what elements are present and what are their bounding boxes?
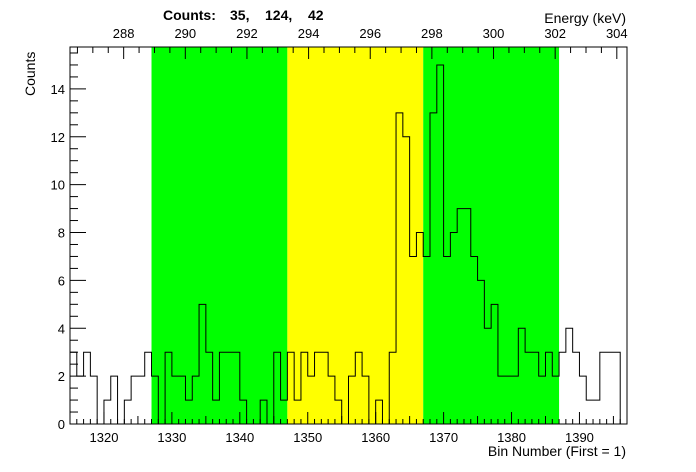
- x-axis-label: Bin Number (First = 1): [488, 443, 626, 459]
- energy-tick-label: 288: [113, 26, 135, 41]
- y-axis-label: Counts: [22, 52, 38, 96]
- energy-tick-label: 290: [174, 26, 196, 41]
- counts-value-right: 42: [308, 7, 324, 23]
- energy-axis-ticks: 288 290 292 294 296 298 300 302 304: [76, 26, 628, 59]
- y-tick-label: 8: [58, 226, 65, 241]
- energy-tick-label: 300: [483, 26, 505, 41]
- region-band-3: [423, 47, 560, 424]
- x-tick-label: 1350: [293, 430, 322, 445]
- x-axis-ticks: 1320 1330 1340 1350 1360 1370 1380 1390: [69, 412, 628, 445]
- energy-tick-label: 292: [236, 26, 258, 41]
- y-tick-label: 0: [58, 417, 65, 432]
- energy-tick-label: 304: [606, 26, 628, 41]
- counts-label: Counts:: [163, 7, 216, 23]
- counts-value-left: 35,: [230, 7, 249, 23]
- y-tick-label: 14: [51, 82, 65, 97]
- energy-tick-label: 302: [544, 26, 566, 41]
- x-tick-label: 1360: [361, 430, 390, 445]
- y-axis-ticks: 0 2 4 6 8 10 12 14: [51, 52, 86, 432]
- y-tick-label: 12: [51, 130, 65, 145]
- x-tick-label: 1390: [565, 430, 594, 445]
- x2-axis-label: Energy (keV): [544, 10, 626, 26]
- y-tick-label: 4: [58, 321, 65, 336]
- region-bands: [151, 47, 560, 424]
- x-tick-label: 1370: [429, 430, 458, 445]
- y-tick-label: 6: [58, 273, 65, 288]
- counts-value-center: 124,: [265, 7, 292, 23]
- energy-tick-label: 296: [359, 26, 381, 41]
- y-tick-label: 2: [58, 369, 65, 384]
- energy-tick-label: 298: [421, 26, 443, 41]
- x-tick-label: 1320: [90, 430, 119, 445]
- x-tick-label: 1340: [225, 430, 254, 445]
- x-tick-label: 1380: [497, 430, 526, 445]
- y-tick-label: 10: [51, 178, 65, 193]
- x-tick-label: 1330: [157, 430, 186, 445]
- energy-tick-label: 294: [298, 26, 320, 41]
